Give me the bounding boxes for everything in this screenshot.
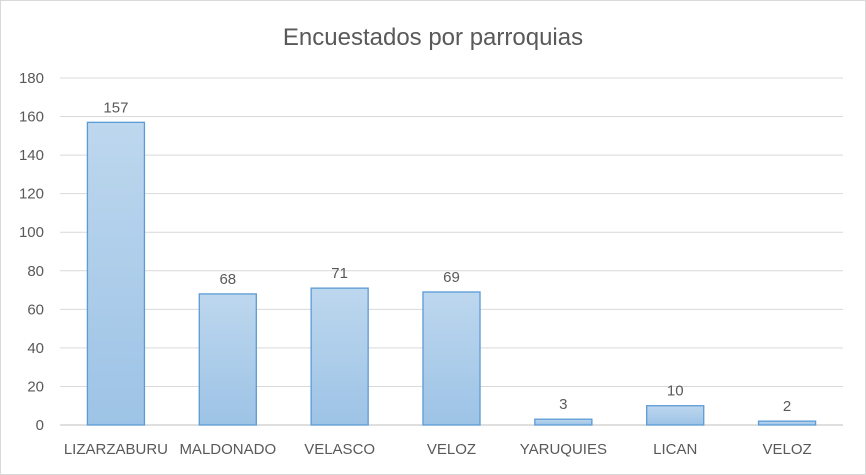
gridlines: [60, 77, 843, 426]
x-category-label: VELASCO: [304, 441, 375, 458]
data-label: 157: [103, 99, 128, 116]
data-label: 69: [443, 269, 460, 286]
data-label: 10: [667, 383, 684, 400]
bars: [86, 121, 817, 426]
y-tick-label: 80: [27, 263, 44, 280]
y-tick-label: 20: [27, 378, 44, 395]
data-label: 2: [783, 398, 791, 415]
bar: [86, 121, 146, 426]
y-tick-label: 0: [36, 417, 44, 434]
y-tick-label: 160: [19, 109, 44, 126]
x-category-label: VELOZ: [427, 441, 476, 458]
bar: [198, 293, 257, 426]
bar: [757, 420, 817, 426]
data-labels: 157 68 71 69 3 10 2: [103, 99, 791, 415]
bar: [646, 405, 705, 426]
x-category-label: YARUQUIES: [520, 441, 607, 458]
y-tick-label: 40: [27, 340, 44, 357]
data-label: 71: [331, 265, 348, 282]
y-tick-label: 100: [19, 224, 44, 241]
bar: [310, 287, 369, 426]
data-label: 3: [559, 396, 567, 413]
chart-title: Encuestados por parroquias: [283, 24, 583, 51]
x-category-label: LICAN: [653, 441, 697, 458]
y-axis-tick-labels: 0 20 40 60 80 100 120 140 160 180: [19, 70, 44, 434]
data-label: 68: [219, 271, 236, 288]
x-category-label: VELOZ: [762, 441, 811, 458]
y-tick-label: 180: [19, 70, 44, 87]
y-tick-label: 60: [27, 301, 44, 318]
y-tick-label: 120: [19, 186, 44, 203]
x-category-label: LIZARZABURU: [64, 441, 168, 458]
bar: [534, 418, 593, 426]
y-tick-label: 140: [19, 147, 44, 164]
bar: [422, 291, 481, 426]
x-axis-category-labels: LIZARZABURU MALDONADO VELASCO VELOZ YARUQUIE…: [64, 441, 812, 458]
x-category-label: MALDONADO: [179, 441, 276, 458]
